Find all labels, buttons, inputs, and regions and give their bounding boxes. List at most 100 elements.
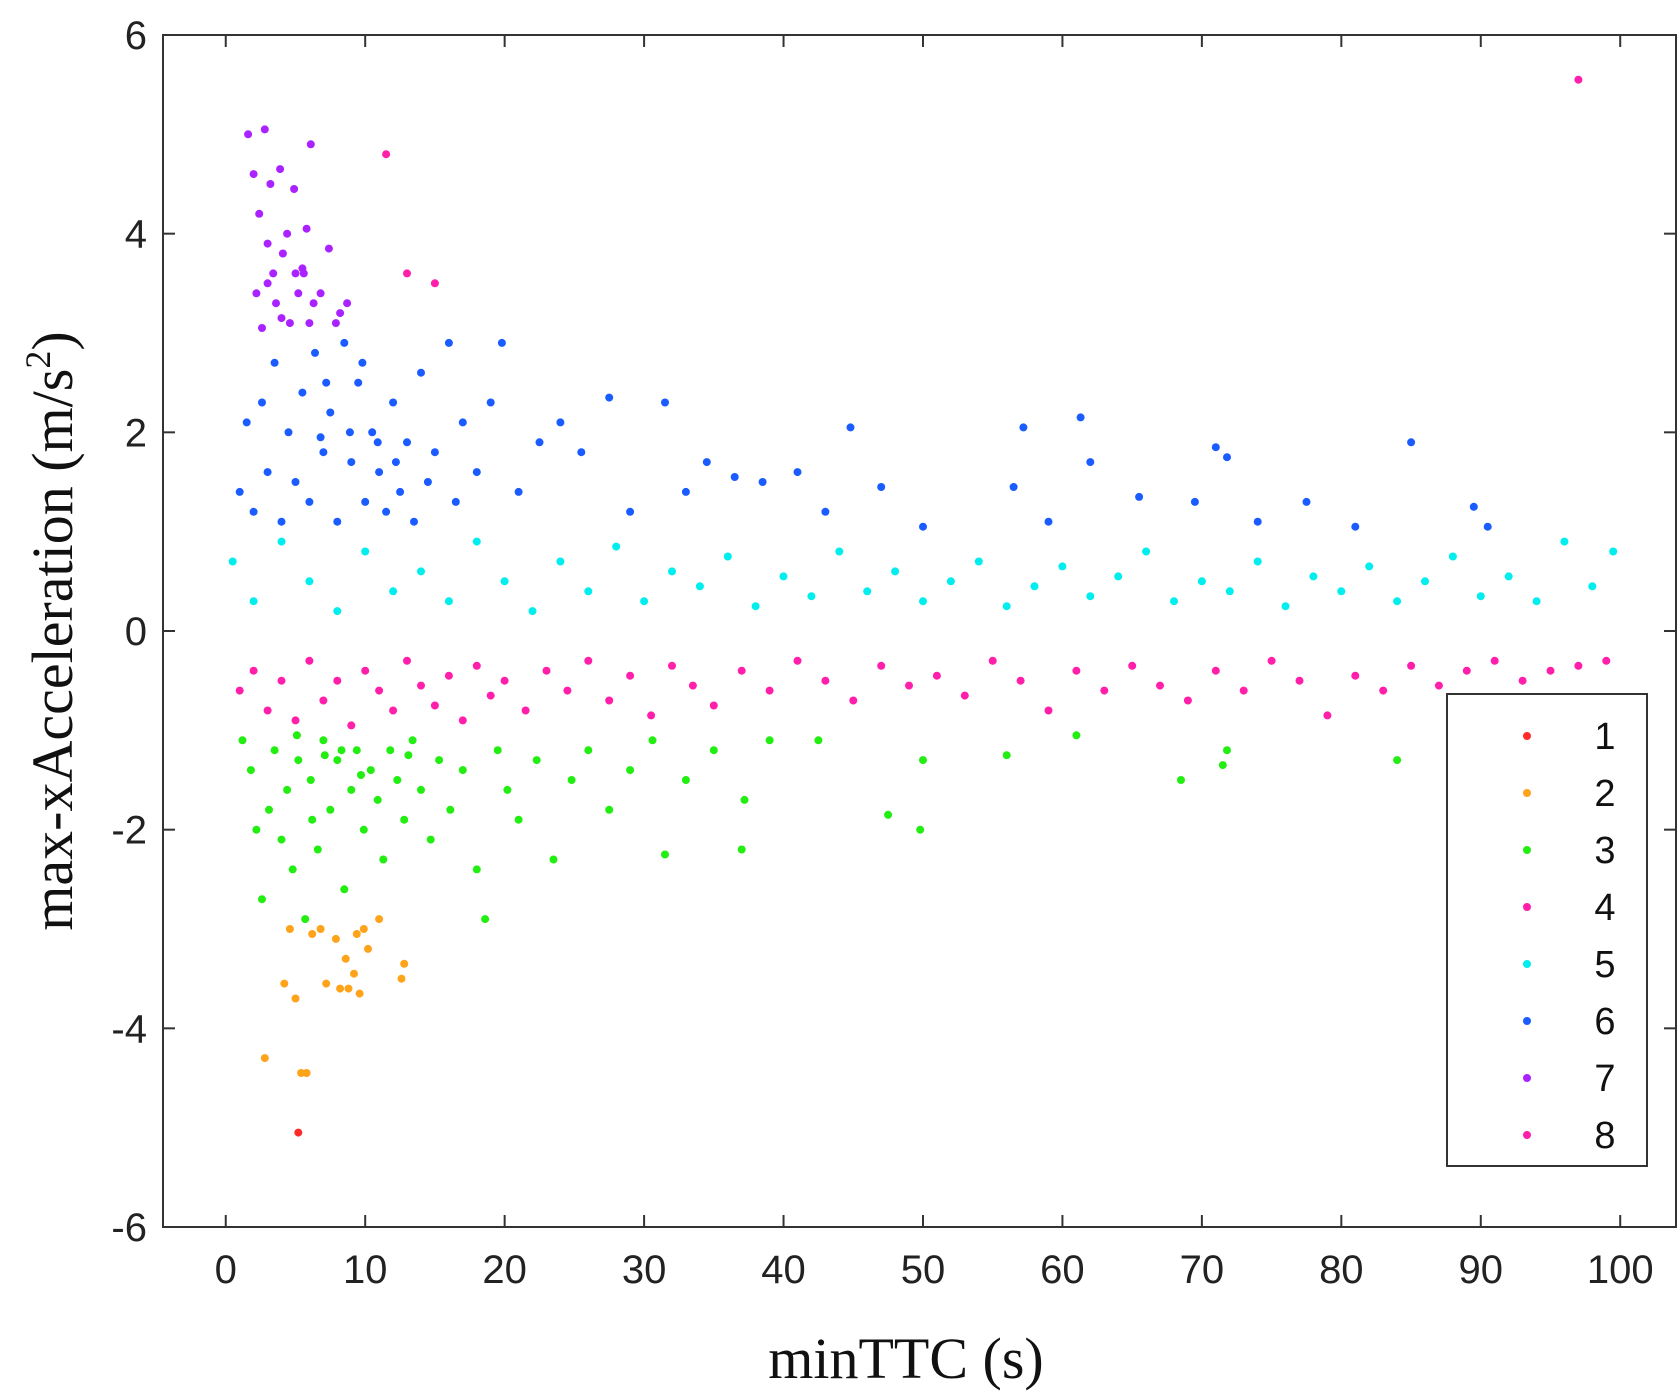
data-point-series-4 xyxy=(584,656,593,665)
data-point-series-5 xyxy=(668,567,676,576)
x-tick-label: 60 xyxy=(1040,1248,1085,1292)
data-point-series-4 xyxy=(458,716,467,725)
data-point-series-2 xyxy=(352,930,361,938)
data-point-series-3 xyxy=(532,756,541,765)
data-point-series-3 xyxy=(319,736,328,745)
data-point-series-4 xyxy=(521,706,530,715)
data-point-series-7 xyxy=(263,279,272,288)
data-point-series-6 xyxy=(730,473,739,481)
y-tick-label: 0 xyxy=(125,610,147,654)
data-point-series-3 xyxy=(292,731,301,740)
legend-marker-2 xyxy=(1523,789,1531,797)
data-point-series-6 xyxy=(270,358,279,367)
data-point-series-6 xyxy=(361,497,370,506)
legend-marker-7 xyxy=(1523,1074,1531,1082)
data-point-series-3 xyxy=(386,746,395,755)
data-point-series-3 xyxy=(258,895,266,904)
data-point-series-6 xyxy=(556,418,565,427)
data-point-series-4 xyxy=(877,661,886,670)
data-point-series-5 xyxy=(444,597,453,606)
data-point-series-3 xyxy=(458,766,467,775)
data-point-series-2 xyxy=(375,915,384,924)
data-point-series-6 xyxy=(242,418,251,427)
data-point-series-6 xyxy=(354,378,363,387)
data-point-series-4 xyxy=(647,711,656,720)
x-axis-label: minTTC (s) xyxy=(768,1326,1043,1391)
data-point-series-7 xyxy=(252,289,261,298)
data-point-series-3 xyxy=(340,885,349,894)
data-point-series-5 xyxy=(1142,547,1151,556)
data-point-series-4 xyxy=(1072,666,1081,675)
data-point-series-3 xyxy=(379,855,388,864)
legend-marker-1 xyxy=(1523,732,1531,740)
data-point-series-6 xyxy=(345,428,354,437)
data-point-series-5 xyxy=(472,537,481,546)
data-point-series-3 xyxy=(919,756,927,765)
data-point-series-2 xyxy=(302,1069,311,1077)
data-point-series-5 xyxy=(1030,582,1039,591)
y-axis-label-close: ) xyxy=(20,331,85,350)
data-point-series-6 xyxy=(486,398,495,407)
data-point-series-6 xyxy=(1019,423,1028,432)
data-point-series-7 xyxy=(249,170,258,179)
data-point-series-6 xyxy=(1211,443,1220,452)
data-point-series-5 xyxy=(974,557,983,566)
data-point-series-3 xyxy=(493,746,502,755)
data-point-series-4 xyxy=(1546,666,1555,675)
x-tick-label: 70 xyxy=(1180,1248,1225,1292)
data-point-series-6 xyxy=(514,487,523,496)
data-point-series-3 xyxy=(408,736,417,745)
legend-marker-6 xyxy=(1523,1017,1531,1025)
data-point-series-4 xyxy=(1434,681,1443,690)
y-tick-label: -2 xyxy=(111,809,147,853)
data-point-series-6 xyxy=(316,433,325,442)
x-tick-label: 80 xyxy=(1319,1248,1364,1292)
data-point-series-5 xyxy=(1337,587,1346,596)
data-point-series-5 xyxy=(1365,562,1374,571)
data-point-series-2 xyxy=(291,994,300,1003)
x-tick-label: 50 xyxy=(901,1248,946,1292)
data-point-series-5 xyxy=(640,597,649,606)
data-point-series-4 xyxy=(1128,661,1137,670)
data-point-series-4 xyxy=(932,671,941,680)
y-tick-label: -6 xyxy=(111,1206,147,1250)
data-point-series-4 xyxy=(1407,661,1416,670)
data-point-series-7 xyxy=(269,269,278,278)
data-point-series-6 xyxy=(1351,522,1360,531)
data-point-series-5 xyxy=(1588,582,1597,591)
data-point-series-7 xyxy=(294,289,303,298)
data-point-series-6 xyxy=(277,517,286,526)
data-point-series-8 xyxy=(1574,75,1583,84)
data-point-series-5 xyxy=(1197,577,1206,586)
data-point-series-3 xyxy=(265,805,273,814)
data-point-series-6 xyxy=(1469,502,1478,511)
legend-label-3: 3 xyxy=(1594,830,1615,872)
data-point-series-4 xyxy=(319,696,328,705)
data-point-series-3 xyxy=(270,746,279,755)
x-tick-label: 10 xyxy=(343,1248,388,1292)
y-tick-label: 2 xyxy=(125,411,147,455)
data-point-series-6 xyxy=(1044,517,1053,526)
legend: 1 2 3 4 5 6 7 8 xyxy=(1446,693,1648,1167)
data-point-series-1 xyxy=(294,1128,303,1137)
data-point-series-4 xyxy=(1183,696,1192,705)
data-point-series-3 xyxy=(814,736,823,745)
data-point-series-5 xyxy=(695,582,704,591)
data-point-series-4 xyxy=(737,666,746,675)
data-point-series-2 xyxy=(364,944,372,953)
data-point-series-3 xyxy=(514,815,523,824)
data-point-series-2 xyxy=(308,930,317,938)
data-point-series-7 xyxy=(305,319,314,328)
data-point-series-6 xyxy=(1253,517,1262,526)
data-point-series-8 xyxy=(430,279,439,288)
x-tick-label: 100 xyxy=(1587,1248,1654,1292)
data-point-series-3 xyxy=(481,915,490,924)
data-point-series-3 xyxy=(1072,731,1081,740)
y-axis-ticks: -6 -4 -2 0 2 4 6 xyxy=(111,14,1676,1250)
data-point-series-4 xyxy=(1602,656,1611,665)
data-point-series-2 xyxy=(341,954,350,963)
data-point-series-6 xyxy=(403,438,411,447)
data-point-series-6 xyxy=(311,348,319,357)
data-point-series-3 xyxy=(246,766,255,775)
data-point-series-7 xyxy=(260,125,269,134)
